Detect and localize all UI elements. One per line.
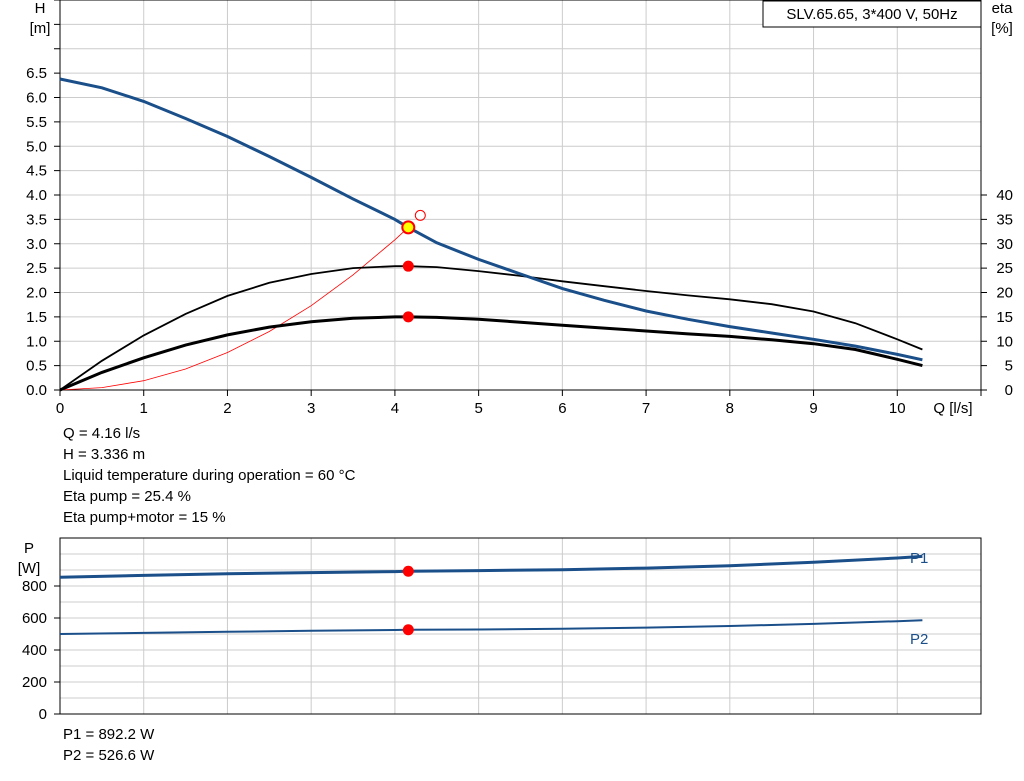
x-tick-label: 10 — [889, 400, 906, 417]
y2-tick-label: 5 — [1005, 358, 1013, 375]
y-tick-label: 3.5 — [26, 211, 47, 228]
power-chart-axes — [54, 537, 982, 715]
power-chart-series — [59, 554, 923, 636]
head-plot-frame — [59, 0, 982, 391]
p2-curve-line — [59, 619, 923, 635]
power-y-tick-label: 0 — [39, 706, 47, 723]
y-tick-label: 2.0 — [26, 285, 47, 302]
head-chart-tick-labels: 0 1 2 3 4 5 6 7 8 9 10 0.0 0.5 1.0 1.5 2.0 2.5 3.0 3.5 4.0 4… — [26, 65, 1013, 417]
x-tick-label: 1 — [140, 400, 148, 417]
x-tick-label: 4 — [391, 400, 399, 417]
head-chart-grid — [59, 0, 982, 391]
eta-pump-motor-curve-line — [59, 315, 923, 392]
power-y-tick-label: 400 — [22, 642, 47, 659]
info-liquid-temperature: Liquid temperature during operation = 60… — [63, 467, 356, 484]
y-tick-label: 3.0 — [26, 236, 47, 253]
duty-point-p2 — [402, 624, 414, 636]
p1-curve-label: P1 — [910, 550, 928, 567]
x-tick-label: 0 — [56, 400, 64, 417]
y2-tick-label: 25 — [996, 260, 1013, 277]
y-tick-label: 5.0 — [26, 138, 47, 155]
power-axis-label-p: P — [24, 540, 34, 557]
y-tick-label: 1.0 — [26, 333, 47, 350]
x-axis-label: Q [l/s] — [933, 400, 972, 417]
info-eta-pump-motor: Eta pump+motor = 15 % — [63, 509, 226, 526]
y-axis-unit-m: [m] — [30, 20, 51, 37]
y2-tick-label: 15 — [996, 309, 1013, 326]
duty-point-marker-outline — [414, 209, 426, 221]
pump-title-box — [762, 0, 982, 28]
info-head: H = 3.336 m — [63, 446, 146, 463]
x-tick-label: 2 — [223, 400, 231, 417]
duty-point-eta-pump — [402, 260, 414, 272]
p1-curve-line — [59, 554, 923, 579]
eta-pump-curve-line — [59, 265, 923, 391]
y2-tick-label: 20 — [996, 285, 1013, 302]
head-curve-line — [59, 77, 923, 362]
y2-tick-label: 40 — [996, 187, 1013, 204]
pump-title: SLV.65.65, 3*400 V, 50Hz — [786, 6, 957, 23]
y-tick-label: 2.5 — [26, 260, 47, 277]
power-y-tick-label: 600 — [22, 610, 47, 627]
y2-tick-label: 0 — [1005, 382, 1013, 399]
info-eta-pump: Eta pump = 25.4 % — [63, 488, 191, 505]
duty-point-info: Q = 4.16 l/s H = 3.336 m Liquid temperat… — [63, 423, 355, 528]
y-tick-label: 0.5 — [26, 358, 47, 375]
duty-point-eta-pump-motor — [402, 311, 414, 323]
x-tick-label: 5 — [474, 400, 482, 417]
info-p1: P1 = 892.2 W — [63, 726, 155, 743]
x-tick-label: 7 — [642, 400, 650, 417]
head-chart-series — [59, 77, 923, 392]
x-tick-label: 8 — [726, 400, 734, 417]
x-tick-label: 6 — [558, 400, 566, 417]
power-chart-tick-labels: 0 200 400 600 800 — [22, 578, 47, 723]
y-tick-label: 4.0 — [26, 187, 47, 204]
y2-axis-unit-percent: [%] — [991, 20, 1013, 37]
p2-curve-label: P2 — [910, 631, 928, 648]
power-plot-frame — [59, 537, 982, 715]
duty-point-head — [401, 220, 416, 235]
power-point-info: P1 = 892.2 W P2 = 526.6 W — [63, 724, 154, 766]
y-tick-label: 4.5 — [26, 163, 47, 180]
info-flow: Q = 4.16 l/s — [63, 425, 141, 442]
y2-tick-label: 10 — [996, 333, 1013, 350]
y-tick-label: 1.5 — [26, 309, 47, 326]
power-y-tick-label: 200 — [22, 674, 47, 691]
x-tick-label: 3 — [307, 400, 315, 417]
info-p2: P2 = 526.6 W — [63, 747, 155, 764]
x-tick-label: 9 — [809, 400, 817, 417]
y2-tick-label: 35 — [996, 211, 1013, 228]
y-tick-label: 5.5 — [26, 114, 47, 131]
power-axis-unit-w: [W] — [18, 560, 41, 577]
system-curve-line — [59, 227, 409, 391]
y-tick-label: 6.0 — [26, 90, 47, 107]
duty-point-p1 — [402, 565, 414, 577]
y2-tick-label: 30 — [996, 236, 1013, 253]
y2-axis-label-eta: eta — [992, 0, 1014, 17]
y-tick-label: 6.5 — [26, 65, 47, 82]
power-y-tick-label: 800 — [22, 578, 47, 595]
power-chart-grid — [59, 538, 982, 715]
y-axis-label-h: H — [35, 0, 46, 17]
y-tick-label: 0.0 — [26, 382, 47, 399]
head-chart-axes — [54, 0, 987, 396]
